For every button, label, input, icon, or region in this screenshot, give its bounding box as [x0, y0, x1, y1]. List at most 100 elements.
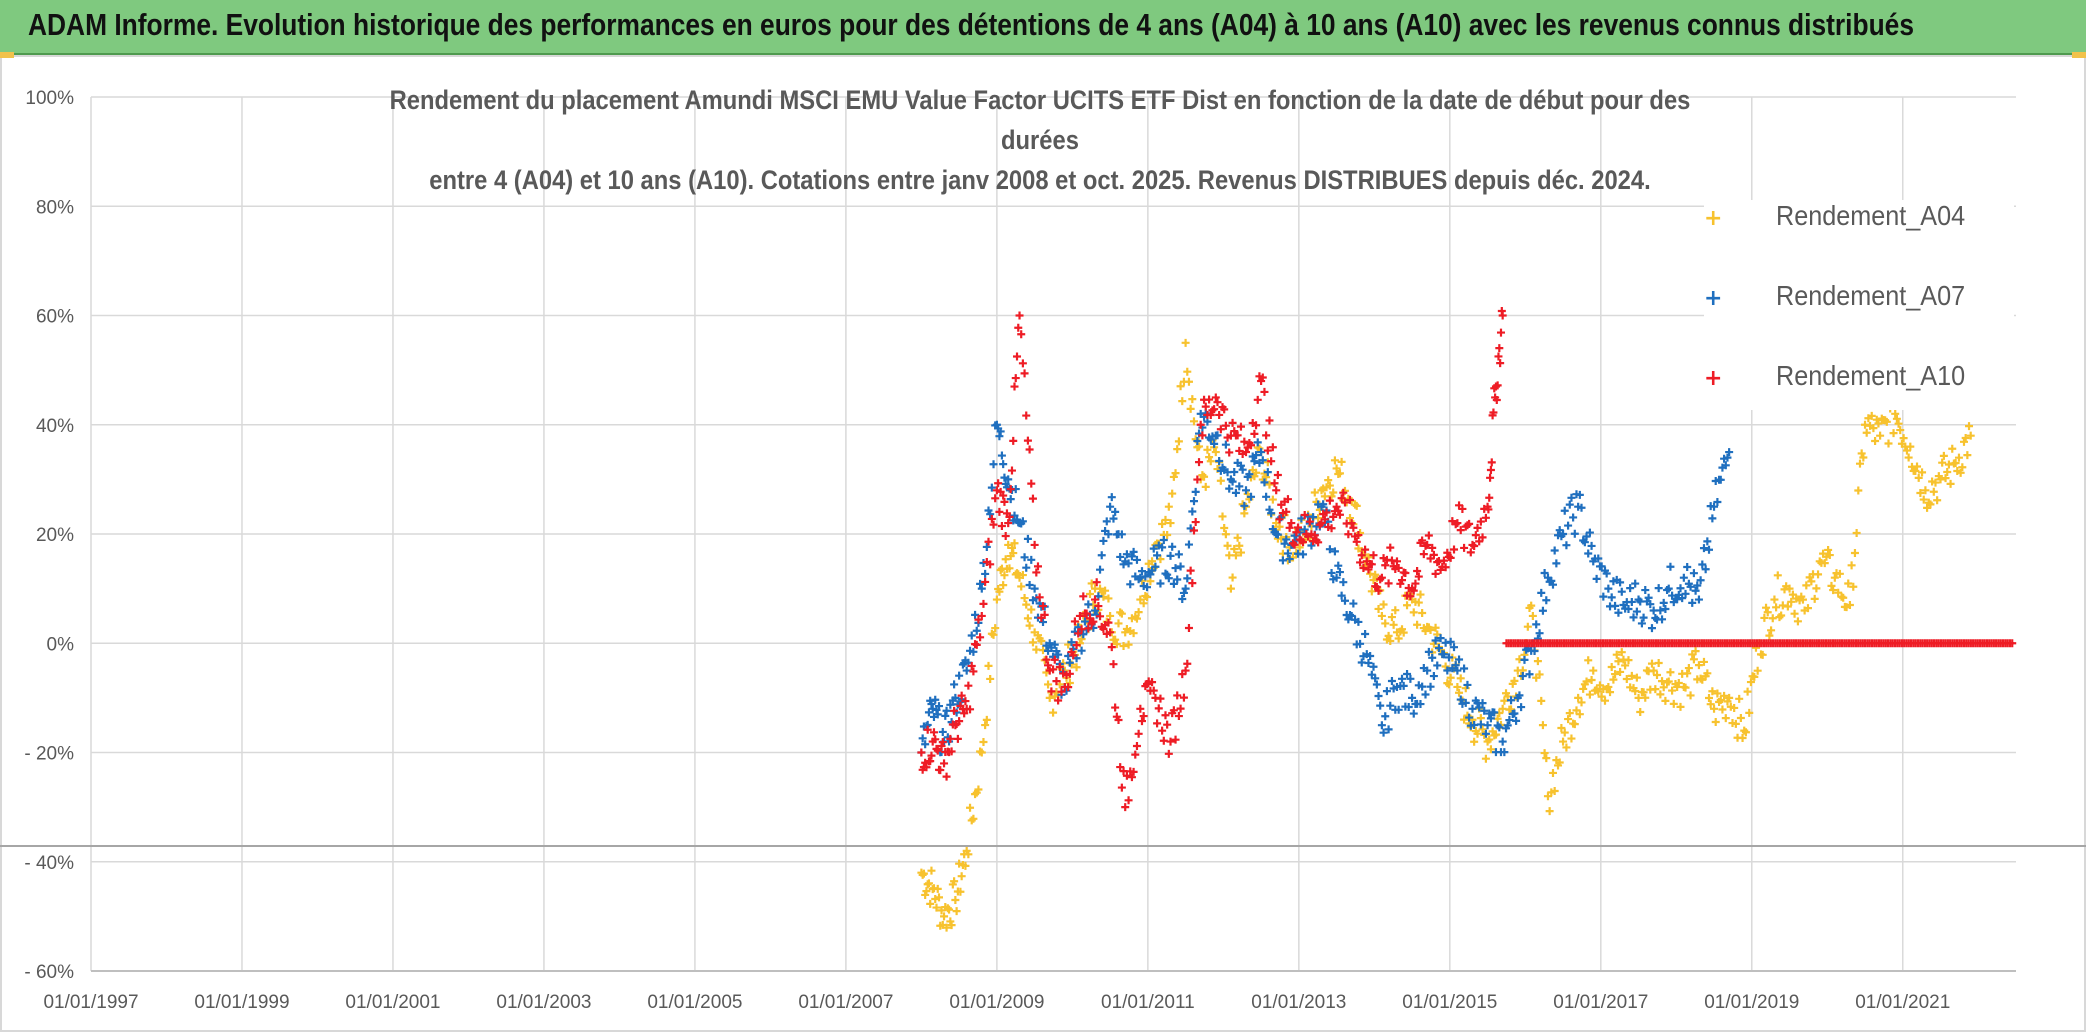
data-point-rendement-a04	[1743, 687, 1752, 696]
data-point-rendement-a07	[1230, 467, 1239, 476]
data-point-rendement-a07	[1285, 555, 1294, 564]
data-point-rendement-a10	[1116, 763, 1125, 772]
data-point-rendement-a10	[1122, 771, 1131, 780]
data-point-rendement-a04	[1485, 735, 1494, 744]
data-point-rendement-a10	[1213, 398, 1222, 407]
data-point-rendement-a07	[1470, 721, 1479, 730]
data-point-rendement-a04	[1481, 754, 1490, 763]
data-point-rendement-a07	[1421, 690, 1430, 699]
data-point-rendement-a07	[1361, 630, 1370, 639]
data-point-rendement-a04	[1550, 787, 1559, 796]
data-point-rendement-a04	[1820, 559, 1829, 568]
data-point-rendement-a04	[1636, 708, 1645, 717]
data-point-rendement-a07	[1446, 637, 1455, 646]
data-point-rendement-a10	[1179, 693, 1188, 702]
data-point-rendement-a10	[1153, 719, 1162, 728]
data-point-rendement-a10	[1476, 517, 1485, 526]
data-point-rendement-a10	[1305, 517, 1314, 526]
data-point-rendement-a07	[1247, 492, 1256, 501]
data-point-rendement-a04	[1827, 581, 1836, 590]
chart-frame	[0, 55, 2086, 1032]
data-point-rendement-a07	[1319, 500, 1328, 509]
data-point-rendement-a07	[1398, 674, 1407, 683]
data-point-rendement-a04	[981, 721, 990, 730]
data-point-rendement-a07	[1565, 500, 1574, 509]
data-point-rendement-a10	[1253, 395, 1262, 404]
data-point-rendement-a04	[1656, 690, 1665, 699]
x-tick-label: 01/01/2009	[949, 992, 1044, 1013]
data-point-rendement-a07	[1614, 608, 1623, 617]
data-point-rendement-a10	[1392, 557, 1401, 566]
data-point-rendement-a04	[974, 785, 983, 794]
y-tick-label: 20%	[36, 525, 74, 546]
data-point-rendement-a07	[1174, 550, 1183, 559]
data-point-rendement-a04	[1857, 449, 1866, 458]
data-point-rendement-a10	[1401, 568, 1410, 577]
data-point-rendement-a04	[1760, 613, 1769, 622]
data-point-rendement-a07	[971, 610, 980, 619]
data-point-rendement-a10	[1275, 515, 1284, 524]
data-point-rendement-a04	[1855, 459, 1864, 468]
data-point-rendement-a04	[1013, 569, 1022, 578]
data-point-rendement-a10	[969, 667, 978, 676]
data-point-rendement-a04	[940, 912, 949, 921]
data-point-rendement-a10	[1354, 531, 1363, 540]
data-point-rendement-a04	[986, 674, 995, 683]
data-point-rendement-a10	[1386, 543, 1395, 552]
data-point-rendement-a10	[1347, 519, 1356, 528]
data-point-rendement-a04	[1007, 543, 1016, 552]
y-tick-label: - 20%	[24, 744, 74, 765]
data-point-rendement-a10	[1334, 506, 1343, 515]
data-point-rendement-a04	[1528, 611, 1537, 620]
data-point-rendement-a10	[1487, 458, 1496, 467]
data-point-rendement-a04	[1364, 553, 1373, 562]
data-point-rendement-a04	[1134, 608, 1143, 617]
data-point-rendement-a10	[1166, 737, 1175, 746]
data-point-rendement-a07	[1426, 682, 1435, 691]
data-point-rendement-a04	[1143, 593, 1152, 602]
data-point-rendement-a04	[964, 850, 973, 859]
data-point-rendement-a04	[1200, 472, 1209, 481]
data-point-rendement-a04	[1891, 409, 1900, 418]
data-point-rendement-a07	[1632, 607, 1641, 616]
data-point-rendement-a04	[1186, 404, 1195, 413]
data-point-rendement-a04	[1892, 414, 1901, 423]
data-point-rendement-a04	[1478, 725, 1487, 734]
data-point-rendement-a04	[1384, 631, 1393, 640]
data-point-rendement-a04	[1725, 693, 1734, 702]
data-point-rendement-a04	[1938, 458, 1947, 467]
data-point-rendement-a04	[1324, 476, 1333, 485]
data-point-rendement-a10	[1340, 498, 1349, 507]
data-point-rendement-a04	[1559, 737, 1568, 746]
data-point-rendement-a04	[999, 581, 1008, 590]
data-point-rendement-a04	[1803, 604, 1812, 613]
data-point-rendement-a07	[1372, 680, 1381, 689]
data-point-rendement-a07	[995, 432, 1004, 441]
data-point-rendement-a04	[1876, 431, 1885, 440]
data-point-rendement-a07	[1713, 498, 1722, 506]
data-point-rendement-a07	[1552, 559, 1561, 568]
data-point-rendement-a04	[1533, 657, 1542, 666]
data-point-rendement-a10	[979, 599, 988, 608]
data-point-rendement-a10	[1195, 458, 1204, 467]
data-point-rendement-a04	[1919, 495, 1928, 504]
data-point-rendement-a10	[1428, 543, 1437, 552]
data-point-rendement-a10	[1314, 538, 1323, 547]
data-point-rendement-a10	[1431, 569, 1440, 578]
data-point-rendement-a07	[1183, 574, 1192, 583]
data-point-rendement-a10	[1346, 495, 1355, 504]
data-point-rendement-a04	[1765, 631, 1774, 640]
data-point-rendement-a10	[931, 735, 940, 744]
data-point-rendement-a10	[1030, 540, 1039, 549]
data-point-rendement-a04	[1346, 514, 1355, 523]
data-point-rendement-a04	[1946, 479, 1955, 488]
data-point-rendement-a07	[1188, 507, 1197, 516]
data-point-rendement-a10	[1092, 578, 1101, 587]
data-point-rendement-a04	[1716, 696, 1725, 704]
data-point-rendement-a10	[921, 758, 930, 767]
data-point-rendement-a04	[1020, 594, 1029, 603]
data-point-rendement-a07	[1647, 624, 1656, 633]
data-point-rendement-a07	[1018, 517, 1027, 526]
data-point-rendement-a07	[1137, 567, 1146, 576]
data-point-rendement-a07	[1179, 588, 1188, 597]
